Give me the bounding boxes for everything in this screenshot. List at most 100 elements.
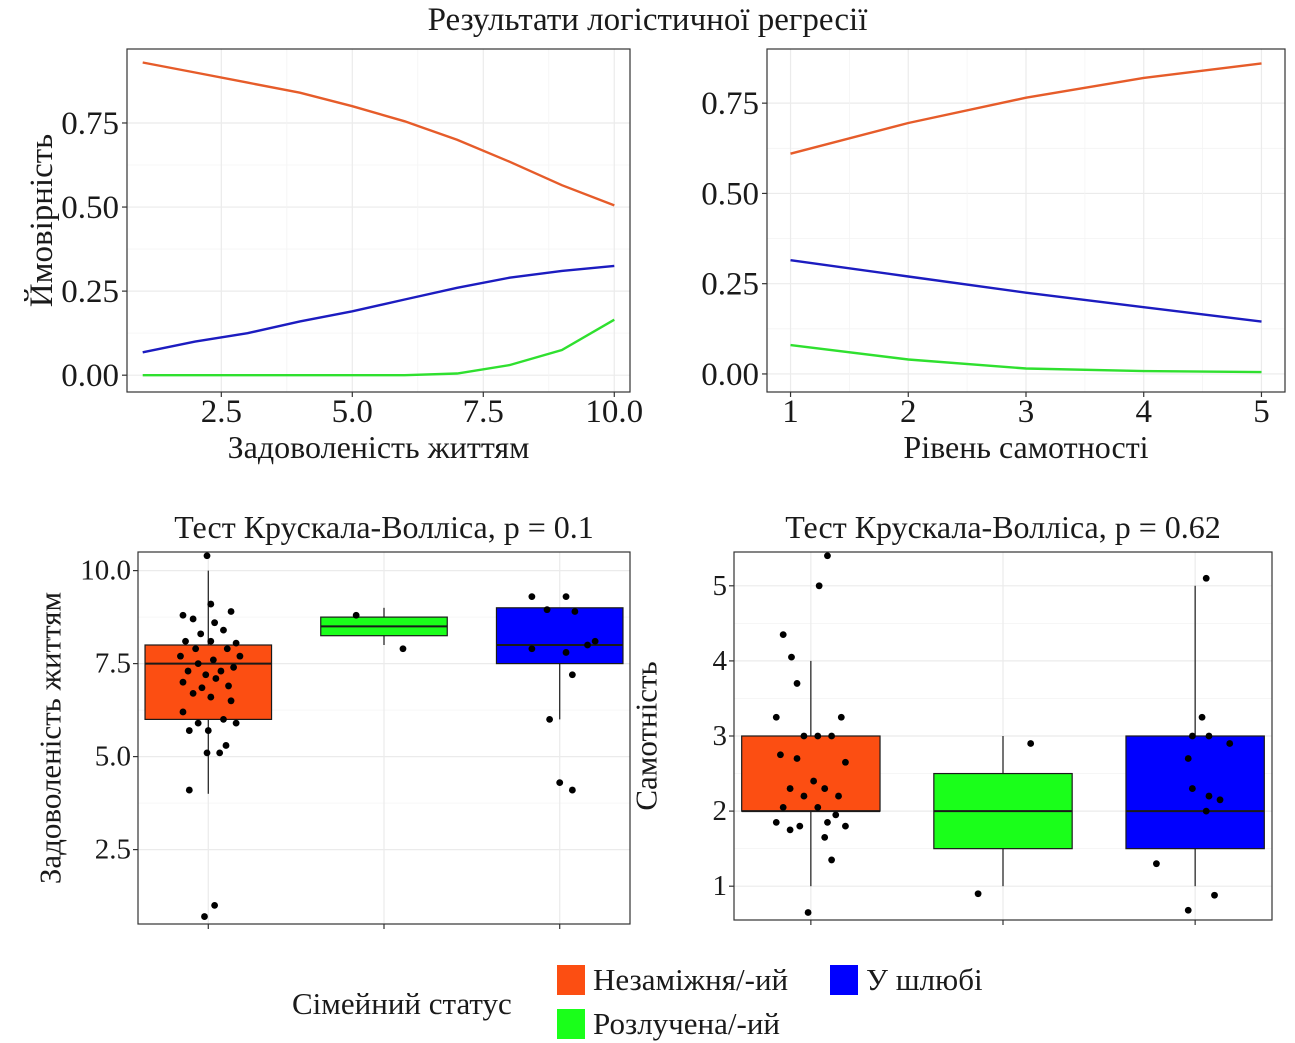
panel4-y-tick-label: 5 <box>713 570 728 602</box>
panel4-y-tick-label: 2 <box>713 795 728 827</box>
panel1-y-tick-label: 0.50 <box>61 190 119 226</box>
panel4-point-single <box>779 803 787 811</box>
panel3-point-single <box>223 645 231 653</box>
panel3-point-single <box>179 708 187 716</box>
panel4-point-married <box>1198 713 1206 721</box>
panel3-title: Тест Крускала-Волліса, p = 0.1 <box>174 509 594 545</box>
panel3-point-single <box>197 630 205 638</box>
panel2-x-tick-label: 4 <box>1135 394 1152 430</box>
panel4-box-married <box>1125 735 1265 850</box>
panel1-series-line-1 <box>142 264 615 354</box>
panel4-point-single <box>786 826 794 834</box>
panel4-point-single <box>796 822 804 830</box>
panel1-x-tick-label: 2.5 <box>201 394 242 430</box>
panel3-point-single <box>211 902 219 909</box>
legend: Сімейний статус Незаміжня/-ий У шлюбі Ро… <box>292 962 1052 1042</box>
panel4-point-single <box>772 818 780 826</box>
main-title: Результати логістичної регресії <box>427 2 868 38</box>
panel3-point-divorced <box>352 611 360 619</box>
panel3-point-single <box>189 615 197 623</box>
panel4-point-single <box>821 785 829 792</box>
panel2-x-tick-label: 5 <box>1253 394 1270 430</box>
panel3-point-single <box>211 619 219 627</box>
panel1-y-tick-label: 0.00 <box>61 358 119 394</box>
panel3-point-married <box>546 716 553 723</box>
panel3-point-married <box>556 779 564 787</box>
legend-item-married: У шлюбі <box>830 962 983 998</box>
panel3-y-tick-label: 10.0 <box>80 555 131 587</box>
panel3-point-single <box>207 637 215 645</box>
panel4-box-single <box>741 735 881 812</box>
panel4-point-single <box>837 713 845 721</box>
panel4-y-tick-label: 1 <box>713 870 728 902</box>
panel3-point-single <box>209 656 217 664</box>
panel4-point-single <box>793 680 801 687</box>
panel4-point-married <box>1205 732 1213 740</box>
panel3-point-single <box>220 626 227 634</box>
charts-canvas: 0.00 0.25 0.50 0.75 2.5 5.0 7.5 10.0 Задоволеніс… <box>23 48 1286 929</box>
panel4-point-married <box>1211 891 1218 899</box>
panel3-point-single <box>236 652 244 660</box>
panel4-point-single <box>788 653 795 661</box>
panel3-point-single <box>203 749 211 757</box>
panel3-point-single <box>192 645 200 653</box>
panel3-point-single <box>203 552 211 560</box>
panel4-point-married <box>1216 796 1224 804</box>
panel4-point-single <box>814 803 822 811</box>
panel4-point-married <box>1202 574 1210 582</box>
panel4-point-married <box>1188 785 1196 792</box>
panel1-y-tick-label: 0.75 <box>61 106 119 142</box>
panel4-point-single <box>842 758 849 766</box>
panel3-point-single <box>217 667 225 675</box>
panel4-point-married <box>1205 792 1213 800</box>
panel3-point-married <box>543 606 551 614</box>
panel3-point-single <box>207 693 215 701</box>
panel2-series-line-1 <box>790 259 1262 323</box>
panel1-x-tick-label: 7.5 <box>463 394 504 430</box>
panel4-point-single <box>828 856 836 864</box>
panel2-series-line-0 <box>790 62 1262 155</box>
panel2-series-line-2 <box>790 343 1262 374</box>
panel4-point-single <box>828 732 836 740</box>
panel2-y-tick-label: 0.75 <box>701 86 759 122</box>
panel3-y-tick-label: 5.0 <box>95 741 131 773</box>
panel3-point-married <box>584 641 591 649</box>
legend-label-divorced: Розлучена/-ий <box>593 1006 780 1041</box>
panel3-point-single <box>177 652 184 660</box>
panel4-point-single <box>772 713 780 721</box>
panel4-point-married <box>1226 740 1234 747</box>
panel4-point-single <box>800 792 808 800</box>
panel3-y-tick-label: 2.5 <box>95 834 131 866</box>
legend-label-married: У шлюбі <box>866 962 983 997</box>
panel4-point-single <box>835 792 842 800</box>
panel3-point-single <box>225 682 232 690</box>
panel3-point-single <box>227 697 235 705</box>
panel4-point-married <box>1184 755 1192 762</box>
panel4-point-married <box>1202 807 1210 815</box>
panel3-point-single <box>232 639 240 647</box>
panel2-x-axis-label: Рівень самотності <box>903 429 1148 465</box>
panel4-point-married <box>1188 732 1196 740</box>
panel4-point-single <box>824 552 831 560</box>
panel1-y-axis-label: Ймовірність <box>23 134 60 307</box>
panel4-point-single <box>815 582 823 590</box>
panel1-y-tick-label: 0.25 <box>61 274 119 310</box>
panel4-point-single <box>810 777 818 785</box>
panel4-title: Тест Крускала-Волліса, p = 0.62 <box>785 509 1221 545</box>
panel3-point-married <box>528 645 536 653</box>
panel4-point-single <box>786 785 794 792</box>
panel1-x-axis-label: Задоволеність життям <box>228 429 530 465</box>
panel4-point-divorced <box>1027 740 1035 747</box>
panel3-point-single <box>202 671 210 679</box>
panel3-y-tick-label: 7.5 <box>95 648 131 680</box>
legend-swatch-divorced <box>557 1009 585 1039</box>
panel4-point-single <box>800 732 808 740</box>
panel4-point-single <box>842 822 849 830</box>
panel4-point-divorced <box>974 890 982 898</box>
panel3-point-single <box>230 663 237 671</box>
panel2-x-tick-label: 1 <box>782 394 799 430</box>
panel3-point-divorced <box>399 645 407 653</box>
panel3-point-single <box>216 749 224 757</box>
panel3-point-single <box>179 611 187 619</box>
panel3-point-single <box>194 660 202 667</box>
